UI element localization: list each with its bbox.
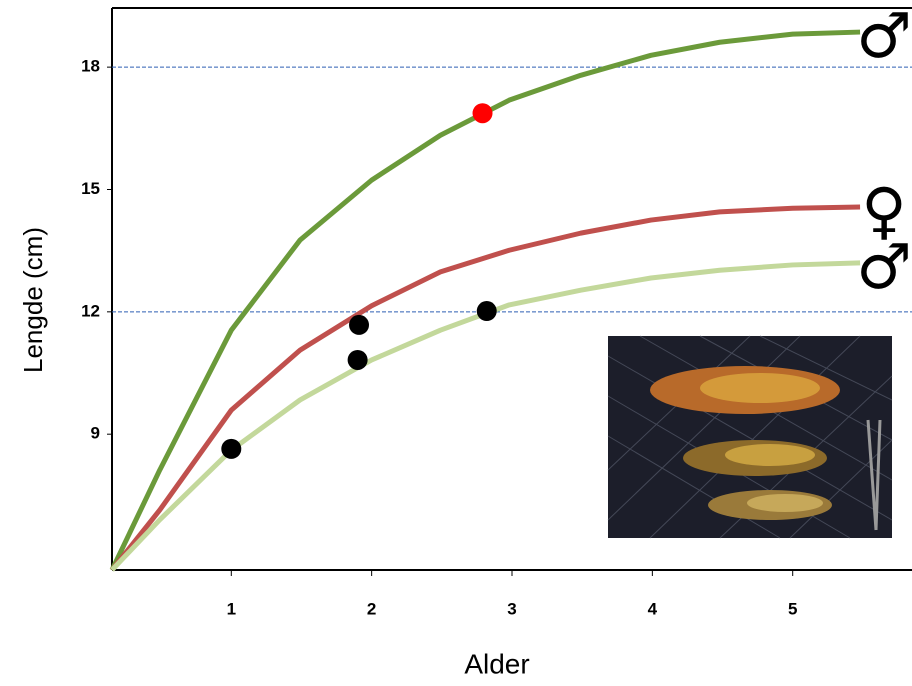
data-point	[472, 103, 493, 124]
x-tick-label: 1	[227, 599, 236, 618]
growth-curve	[110, 204, 861, 572]
data-point	[476, 301, 497, 322]
data-point	[221, 438, 242, 459]
x-tick-label: 4	[648, 599, 658, 618]
growth-curve	[110, 260, 861, 572]
data-point	[347, 349, 368, 370]
x-axis-label: Alder	[464, 648, 529, 679]
x-tick-label: 3	[507, 599, 516, 618]
legend-symbol: ♀	[861, 174, 906, 247]
x-tick-label: 2	[367, 599, 376, 618]
y-tick-label: 9	[91, 424, 100, 443]
legend-symbol: ♂	[856, 230, 912, 303]
y-tick-label: 15	[81, 179, 100, 198]
data-point	[349, 314, 370, 335]
y-tick-label: 18	[81, 57, 100, 76]
x-tick-label: 5	[788, 599, 797, 618]
y-tick-label: 12	[81, 301, 100, 320]
legend-symbol: ♂	[856, 0, 912, 72]
fish-photo	[607, 335, 893, 539]
y-axis-label: Lengde (cm)	[18, 227, 48, 373]
